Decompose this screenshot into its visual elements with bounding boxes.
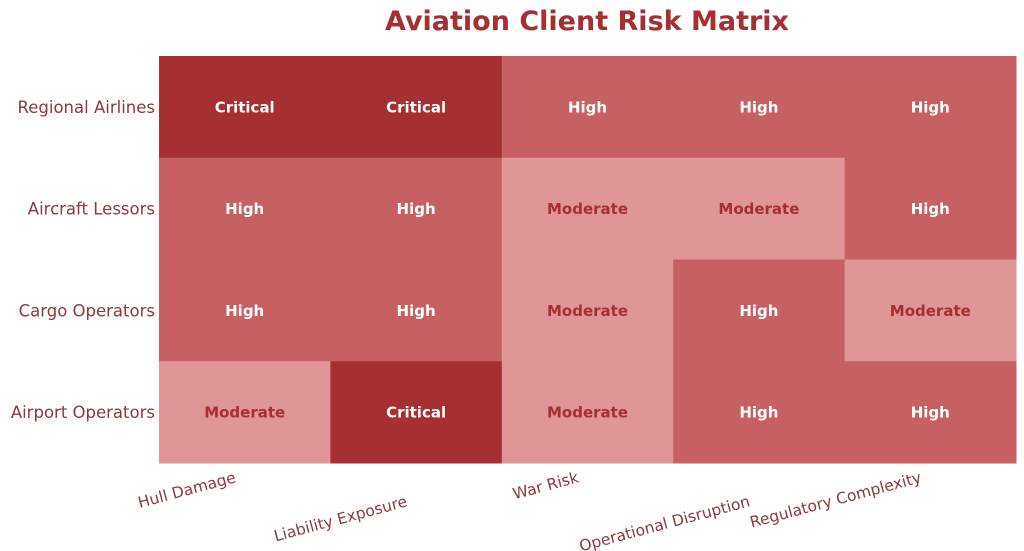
heatmap-cells: Critical Critical High High High High High Mode…	[159, 56, 1017, 464]
heatmap-cell-aircraft-lessors-regulatory-complexity	[844, 157, 1017, 260]
heatmap-cell-cargo-operators-war-risk	[501, 259, 674, 362]
cell-label: High	[397, 200, 436, 218]
heatmap-cell-airport-operators-hull-damage	[159, 361, 331, 464]
row-label-aircraft-lessors: Aircraft Lessors	[28, 200, 155, 219]
heatmap-cell-cargo-operators-liability-exposure	[330, 259, 503, 362]
column-label-regulatory-complexity: Regulatory Complexity	[748, 468, 923, 531]
heatmap-cell-cargo-operators-hull-damage	[159, 259, 331, 362]
cell-label: High	[739, 98, 778, 116]
cell-label: High	[739, 302, 778, 320]
cell-label: High	[911, 98, 950, 116]
heatmap-cell-airport-operators-war-risk	[501, 361, 674, 464]
column-label-liability-exposure: Liability Exposure	[272, 492, 409, 545]
cell-label: Critical	[386, 404, 446, 422]
heatmap-cell-airport-operators-regulatory-complexity	[844, 361, 1017, 464]
cell-label: Moderate	[890, 302, 971, 320]
cell-label: Moderate	[718, 200, 799, 218]
column-label-operational-disruption: Operational Disruption	[577, 492, 752, 551]
heatmap-cell-cargo-operators-operational-disruption	[673, 259, 846, 362]
cell-label: High	[225, 200, 264, 218]
heatmap-cell-airport-operators-liability-exposure	[330, 361, 503, 464]
heatmap-cell-aircraft-lessors-hull-damage	[159, 157, 331, 260]
heatmap-cell-regional-airlines-regulatory-complexity	[844, 56, 1017, 159]
cell-label: High	[911, 404, 950, 422]
row-labels: Regional Airlines Aircraft Lessors Cargo O…	[11, 98, 155, 422]
cell-label: Moderate	[547, 302, 628, 320]
cell-label: High	[225, 302, 264, 320]
column-label-hull-damage: Hull Damage	[136, 468, 238, 511]
cell-label: High	[911, 200, 950, 218]
row-label-regional-airlines: Regional Airlines	[18, 98, 155, 117]
heatmap-cell-cargo-operators-regulatory-complexity	[844, 259, 1017, 362]
heatmap-cell-aircraft-lessors-operational-disruption	[673, 157, 846, 260]
heatmap-cell-regional-airlines-operational-disruption	[673, 56, 846, 159]
cell-label: High	[568, 98, 607, 116]
column-labels: Hull Damage Liability Exposure War RiskOpe…	[136, 468, 923, 551]
heatmap-cell-regional-airlines-liability-exposure	[330, 56, 503, 159]
cell-label: Moderate	[547, 200, 628, 218]
cell-label: Critical	[215, 98, 275, 116]
row-label-airport-operators: Airport Operators	[11, 403, 155, 422]
cell-label: Moderate	[204, 404, 285, 422]
cell-label: High	[739, 404, 778, 422]
cell-label: Critical	[386, 98, 446, 116]
row-label-cargo-operators: Cargo Operators	[19, 301, 155, 320]
column-label-war-risk: War Risk	[511, 468, 581, 503]
heatmap-cell-regional-airlines-war-risk	[501, 56, 674, 159]
cell-label: High	[397, 302, 436, 320]
heatmap-cell-airport-operators-operational-disruption	[673, 361, 846, 464]
cell-label: Moderate	[547, 404, 628, 422]
heatmap-cell-aircraft-lessors-war-risk	[501, 157, 674, 260]
chart-title: Aviation Client Risk Matrix	[385, 6, 789, 37]
heatmap-cell-aircraft-lessors-liability-exposure	[330, 157, 503, 260]
heatmap-cell-regional-airlines-hull-damage	[159, 56, 331, 159]
